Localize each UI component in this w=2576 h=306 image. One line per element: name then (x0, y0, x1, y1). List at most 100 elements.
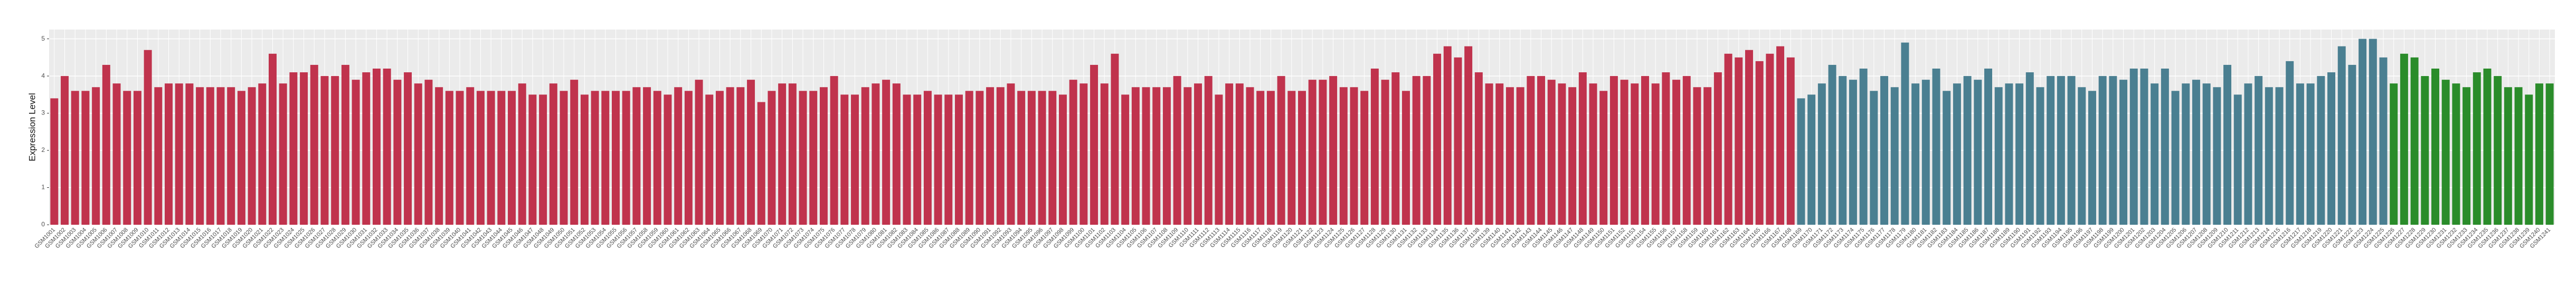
bar (341, 64, 349, 225)
bar (601, 91, 610, 225)
bar (1953, 83, 1961, 225)
bar (2151, 83, 2159, 225)
bar (2129, 69, 2138, 225)
bar (840, 94, 849, 225)
bar (643, 87, 651, 225)
bar (1246, 87, 1254, 225)
bar (414, 83, 422, 225)
bar (2306, 83, 2315, 225)
bar (445, 91, 453, 225)
bar (2369, 39, 2377, 225)
bar (1713, 72, 1722, 225)
bar (1142, 87, 1150, 225)
bar (2223, 64, 2232, 225)
bar (809, 91, 818, 225)
bar (2348, 64, 2356, 225)
bar (580, 94, 589, 225)
bar (2514, 87, 2523, 225)
bar (695, 80, 703, 225)
bar (456, 91, 464, 225)
bar (830, 76, 838, 225)
bar (1786, 57, 1795, 225)
bar (1100, 83, 1109, 225)
bar (1651, 83, 1660, 225)
bar (2244, 83, 2252, 225)
y-tick-label: 3 (41, 109, 45, 117)
bar (1277, 76, 1285, 225)
bar (144, 50, 152, 225)
bar (872, 83, 880, 225)
bar (237, 91, 245, 225)
bar (2057, 76, 2065, 225)
bar (133, 91, 141, 225)
bar (726, 87, 734, 225)
bar (747, 80, 755, 225)
bar (466, 87, 475, 225)
bar (1890, 87, 1899, 225)
bar (1527, 76, 1535, 225)
bar (1859, 69, 1868, 225)
bar (1235, 83, 1244, 225)
bar (102, 64, 110, 225)
bar (320, 76, 329, 225)
bar (2379, 57, 2388, 225)
bar (372, 69, 381, 225)
bar (1537, 76, 1546, 225)
bar (1766, 53, 1774, 225)
bar (1817, 83, 1826, 225)
bar (1994, 87, 2003, 225)
bar (1111, 53, 1119, 225)
bar (1319, 80, 1327, 225)
bar (2431, 69, 2439, 225)
bar (2483, 69, 2492, 225)
bar (1963, 76, 1972, 225)
bar (2504, 87, 2512, 225)
bar (310, 64, 318, 225)
bar (1828, 64, 1836, 225)
bar (539, 94, 547, 225)
bar (1058, 94, 1067, 225)
bar (1901, 42, 1909, 225)
bar (2140, 69, 2148, 225)
bar (1797, 98, 1805, 225)
bar (913, 94, 922, 225)
bar (1183, 87, 1192, 225)
bar (1662, 72, 1670, 225)
bar (1682, 76, 1691, 225)
bar (1735, 57, 1743, 225)
bar (715, 91, 724, 225)
bar (976, 91, 984, 225)
bar (2005, 83, 2013, 225)
bar (664, 94, 672, 225)
bar (2171, 91, 2180, 225)
bar (778, 83, 787, 225)
bar (1849, 80, 1857, 225)
bar (768, 91, 776, 225)
bar (2463, 87, 2471, 225)
bar (2182, 83, 2190, 225)
bar (1558, 83, 1566, 225)
bar (216, 87, 225, 225)
bar (1568, 87, 1577, 225)
bar (165, 83, 173, 225)
bar (1516, 87, 1524, 225)
bar (1672, 80, 1681, 225)
bar (1412, 76, 1420, 225)
bar (622, 91, 630, 225)
bar (2390, 83, 2398, 225)
bar (1921, 80, 1930, 225)
bar (1495, 83, 1504, 225)
bar (1631, 83, 1639, 225)
bar (269, 53, 277, 225)
bar (684, 91, 693, 225)
bar (1433, 53, 1442, 225)
bar (851, 94, 859, 225)
bar (61, 76, 69, 225)
bar (1485, 83, 1493, 225)
bar (497, 91, 506, 225)
bar (2036, 87, 2044, 225)
bar (2410, 57, 2419, 225)
bar (674, 87, 683, 225)
bar (175, 83, 183, 225)
